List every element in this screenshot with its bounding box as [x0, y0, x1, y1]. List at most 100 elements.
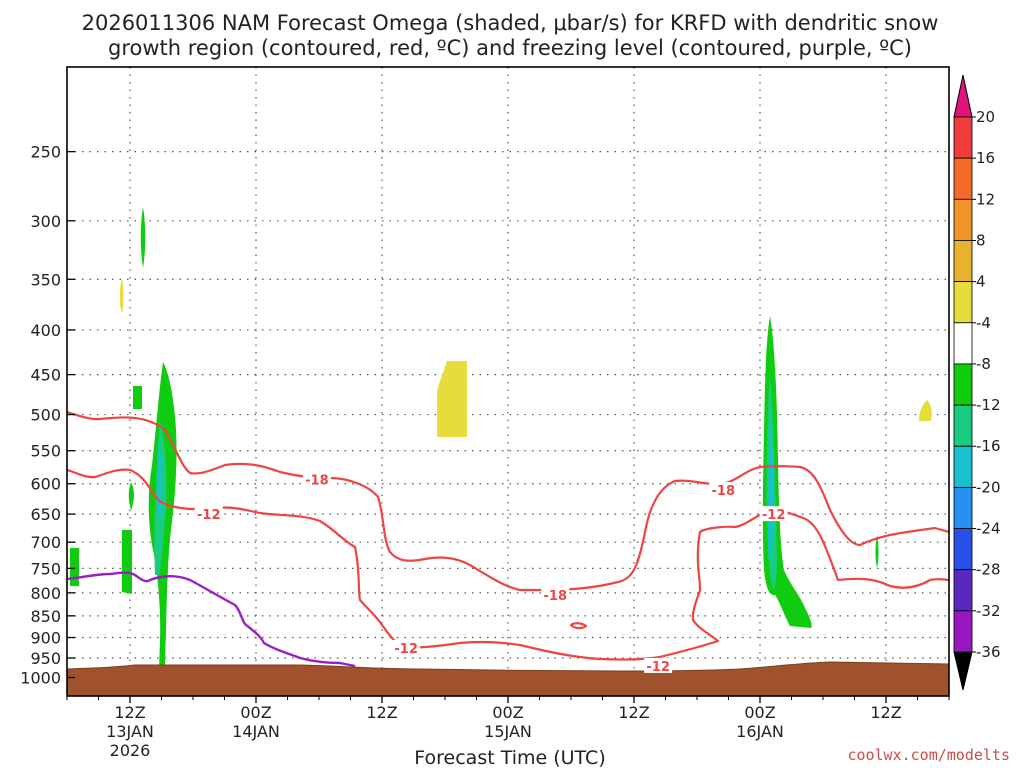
contour-label: -12: [197, 508, 221, 523]
x-tick-label: 00Z: [744, 703, 775, 722]
y-tick-label: 450: [30, 366, 61, 385]
x-tick-date: 15JAN: [484, 722, 532, 741]
y-tick-label: 950: [30, 649, 61, 668]
y-tick-label: 600: [30, 475, 61, 494]
x-tick-label: 12Z: [618, 703, 649, 722]
credit-text: coolwx.com/modelts: [847, 746, 1010, 764]
colorbar-label: -4: [976, 314, 991, 332]
y-tick-label: 900: [30, 629, 61, 648]
colorbar-label: -28: [976, 561, 1001, 579]
omega-shade-small-1: [140, 207, 146, 268]
y-tick-label: 500: [30, 406, 61, 425]
y-tick-label: 700: [30, 533, 61, 552]
omega-shade-yellow: [437, 361, 467, 437]
x-tick-label: 12Z: [114, 703, 145, 722]
contour-label: -18: [544, 589, 568, 604]
omega-band-right: [762, 316, 879, 628]
contour-label-bg: [302, 471, 331, 487]
omega-shade-small-3: [128, 482, 134, 510]
colorbar-label: -36: [976, 643, 1001, 661]
y-tick-label: 550: [30, 442, 61, 461]
colorbar-top-arrow: [953, 74, 973, 118]
colorbar-bottom-arrow: [953, 651, 973, 691]
contour-label: -12: [646, 660, 670, 675]
contour-label-bg: [759, 506, 788, 522]
colorbar-label: 12: [976, 190, 995, 208]
colorbar-label: 20: [976, 108, 995, 126]
y-tick-label: 300: [30, 212, 61, 231]
colorbar-swatch: [953, 157, 973, 200]
contour-labels: -18 -12 -18 -12 -12 -18 -12: [194, 471, 788, 675]
x-tick-label: 00Z: [492, 703, 523, 722]
colorbar-swatch: [953, 116, 973, 159]
freezing-level-contour: [67, 571, 356, 668]
colorbar-swatch: [953, 528, 973, 571]
y-tick-label: 400: [30, 321, 61, 340]
colorbar-swatch: [953, 240, 973, 283]
contour-label: -12: [394, 642, 418, 657]
colorbar-label: -32: [976, 602, 1001, 620]
x-tick-date: 13JAN: [106, 722, 154, 741]
omega-shade-small-2: [133, 386, 142, 409]
y-axis: 250 300 350 400 450 500 550 600 650 700 750 800 850 9…: [20, 143, 75, 687]
x-tick-year: 2026: [110, 741, 151, 760]
colorbar-swatch: [953, 610, 973, 653]
colorbar-swatch: [953, 363, 973, 406]
contour-minus18-day1: [67, 410, 949, 592]
colorbar-swatch: [953, 445, 973, 488]
colorbar-label: -24: [976, 520, 1001, 538]
contour-label: -18: [712, 484, 736, 499]
chart-title-line2: growth region (contoured, red, ºC) and f…: [108, 36, 912, 60]
colorbar-label: -20: [976, 478, 1001, 496]
omega-shade-cyan: [768, 420, 774, 562]
y-tick-label: 350: [30, 270, 61, 289]
omega-shade-small-yellow: [119, 278, 124, 313]
y-tick-label: 250: [30, 143, 61, 162]
contour-label: -12: [762, 508, 786, 523]
colorbar-label: 4: [976, 273, 986, 291]
colorbar-swatch: [953, 281, 973, 324]
omega-shade-small-5: [70, 548, 79, 586]
x-tick-label: 12Z: [366, 703, 397, 722]
contour-label-bg: [709, 481, 738, 497]
plot-content: [67, 207, 949, 696]
y-tick-label: 650: [30, 505, 61, 524]
colorbar-label: -8: [976, 355, 991, 373]
colorbar-label: 16: [976, 149, 995, 167]
x-tick-label: 00Z: [240, 703, 271, 722]
chart-title-line1: 2026011306 NAM Forecast Omega (shaded, μ…: [82, 11, 939, 35]
contour-label-bg: [392, 639, 421, 655]
contour-label-bg: [541, 587, 570, 603]
contour-label: -18: [305, 473, 329, 488]
x-tick-date: 14JAN: [232, 722, 280, 741]
omega-band-left: [70, 207, 177, 696]
y-tick-label: 1000: [20, 668, 61, 687]
colorbar-label: -16: [976, 437, 1001, 455]
ground-surface: [67, 661, 949, 696]
y-tick-label: 800: [30, 584, 61, 603]
colorbar-swatch: [953, 198, 973, 241]
y-tick-label: 750: [30, 559, 61, 578]
omega-positive-areas: [437, 361, 932, 437]
colorbar-swatch: [953, 486, 973, 529]
x-tick-label: 12Z: [870, 703, 901, 722]
colorbar-swatch: [953, 404, 973, 447]
contour-label-bg: [194, 506, 223, 522]
colorbar-swatch: [953, 322, 973, 365]
contour-small-loop: [569, 622, 588, 630]
omega-shade-cyan: [157, 445, 163, 515]
omega-shade-small-4: [122, 530, 132, 594]
colorbar-label: -12: [976, 396, 1001, 414]
omega-shade-yellow-small: [919, 400, 932, 421]
colorbar-swatch: [953, 569, 973, 612]
omega-shade-small-6: [875, 535, 879, 568]
x-axis-label: Forecast Time (UTC): [414, 747, 605, 768]
colorbar-label: 8: [976, 231, 986, 249]
plot-area: [67, 67, 949, 696]
contour-label-bg: [644, 657, 673, 673]
x-tick-date: 16JAN: [736, 722, 784, 741]
y-tick-label: 850: [30, 607, 61, 626]
colorbar: 20 16 12 8 4 -4 -8 -12 -16 -20 -24 -28 -32 -36: [953, 74, 1001, 691]
